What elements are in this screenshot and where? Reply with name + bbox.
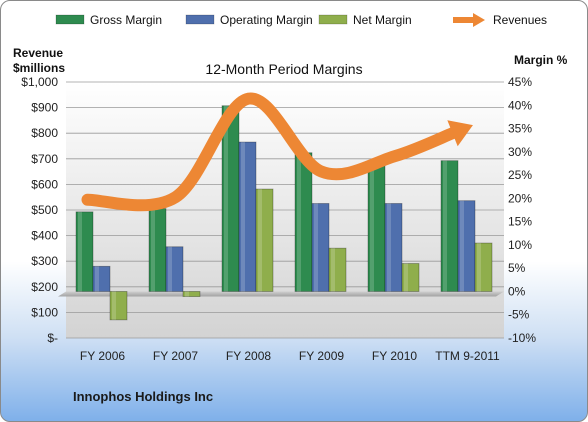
bar-net-margin — [109, 291, 128, 321]
revenue-line — [81, 92, 459, 212]
legend-label: Net Margin — [353, 13, 412, 27]
bar-highlight — [185, 291, 189, 297]
bar-net-margin — [474, 242, 493, 292]
revenue-arrowhead — [447, 120, 473, 147]
bar-operating-margin — [384, 203, 403, 292]
y-right-tick-label: -5% — [508, 308, 530, 322]
y-left-title-line2: $millions — [13, 61, 65, 75]
y-left-tick-label: $800 — [31, 126, 58, 140]
y-left-tick-label: $200 — [31, 280, 58, 294]
legend-label: Gross Margin — [90, 13, 162, 27]
y-right-tick-label: 15% — [508, 215, 532, 229]
y-right-tick-label: -10% — [508, 331, 536, 345]
bar-highlight — [370, 162, 374, 292]
y-left-tick-label: $100 — [31, 305, 58, 319]
company-name: Innophos Holdings Inc — [73, 389, 214, 404]
bar-net-margin — [255, 188, 274, 292]
y-left-tick-label: $300 — [31, 254, 58, 268]
legend-swatch — [55, 14, 85, 25]
bar-net-margin — [328, 247, 347, 292]
y-right-title: Margin % — [514, 53, 568, 67]
bar-net-margin — [401, 263, 420, 292]
x-category-label: TTM 9-2011 — [435, 349, 500, 363]
chart-title: 12-Month Period Margins — [205, 61, 362, 77]
bar-gross-margin — [75, 211, 94, 292]
bar-highlight — [387, 203, 391, 292]
y-left-tick-label: $900 — [31, 101, 58, 115]
y-left-tick-label: $400 — [31, 229, 58, 243]
y-right-tick-label: 35% — [508, 122, 532, 136]
y-left-title-line1: Revenue — [13, 46, 63, 60]
y-right-tick-label: 5% — [508, 261, 526, 275]
x-category-label: FY 2006 — [80, 349, 125, 363]
y-left-tick-label: $500 — [31, 203, 58, 217]
bar-highlight — [168, 246, 172, 292]
y-left-tick-label: $- — [47, 331, 58, 345]
bar-net-margin — [182, 291, 201, 297]
bar-operating-margin — [165, 246, 184, 292]
bar-highlight — [443, 160, 447, 292]
y-right-tick-label: 40% — [508, 98, 532, 112]
y-left-tick-label: $700 — [31, 152, 58, 166]
bar-highlight — [78, 211, 82, 292]
y-right-tick-label: 20% — [508, 191, 532, 205]
bar-highlight — [404, 263, 408, 292]
y-right-tick-label: 10% — [508, 238, 532, 252]
x-category-label: FY 2008 — [226, 349, 271, 363]
bar-highlight — [95, 266, 99, 292]
x-category-label: FY 2009 — [299, 349, 344, 363]
y-left-tick-label: $600 — [31, 177, 58, 191]
bar-highlight — [224, 105, 228, 292]
bar-highlight — [112, 291, 116, 320]
legend-label: Operating Margin — [220, 13, 313, 27]
legend-label: Revenues — [493, 13, 547, 27]
bar-operating-margin — [92, 265, 111, 292]
y-right-tick-label: 25% — [508, 168, 532, 182]
chart-floor — [58, 291, 504, 297]
x-category-label: FY 2007 — [153, 349, 198, 363]
legend-swatch — [318, 14, 348, 25]
x-category-label: FY 2010 — [372, 349, 417, 363]
bar-highlight — [151, 208, 155, 292]
bar-highlight — [314, 203, 318, 292]
bar-highlight — [297, 152, 301, 292]
legend-swatch — [185, 14, 215, 25]
y-left-tick-label: $1,000 — [21, 75, 58, 89]
y-right-tick-label: 30% — [508, 145, 532, 159]
bar-highlight — [460, 200, 464, 292]
bar-highlight — [477, 243, 481, 292]
y-right-tick-label: 45% — [508, 75, 532, 89]
bar-highlight — [331, 248, 335, 292]
bar-highlight — [241, 142, 245, 292]
bar-operating-margin — [311, 203, 330, 292]
legend-arrow-swatch — [473, 13, 485, 27]
bar-highlight — [258, 189, 262, 292]
y-right-tick-label: 0% — [508, 284, 526, 298]
